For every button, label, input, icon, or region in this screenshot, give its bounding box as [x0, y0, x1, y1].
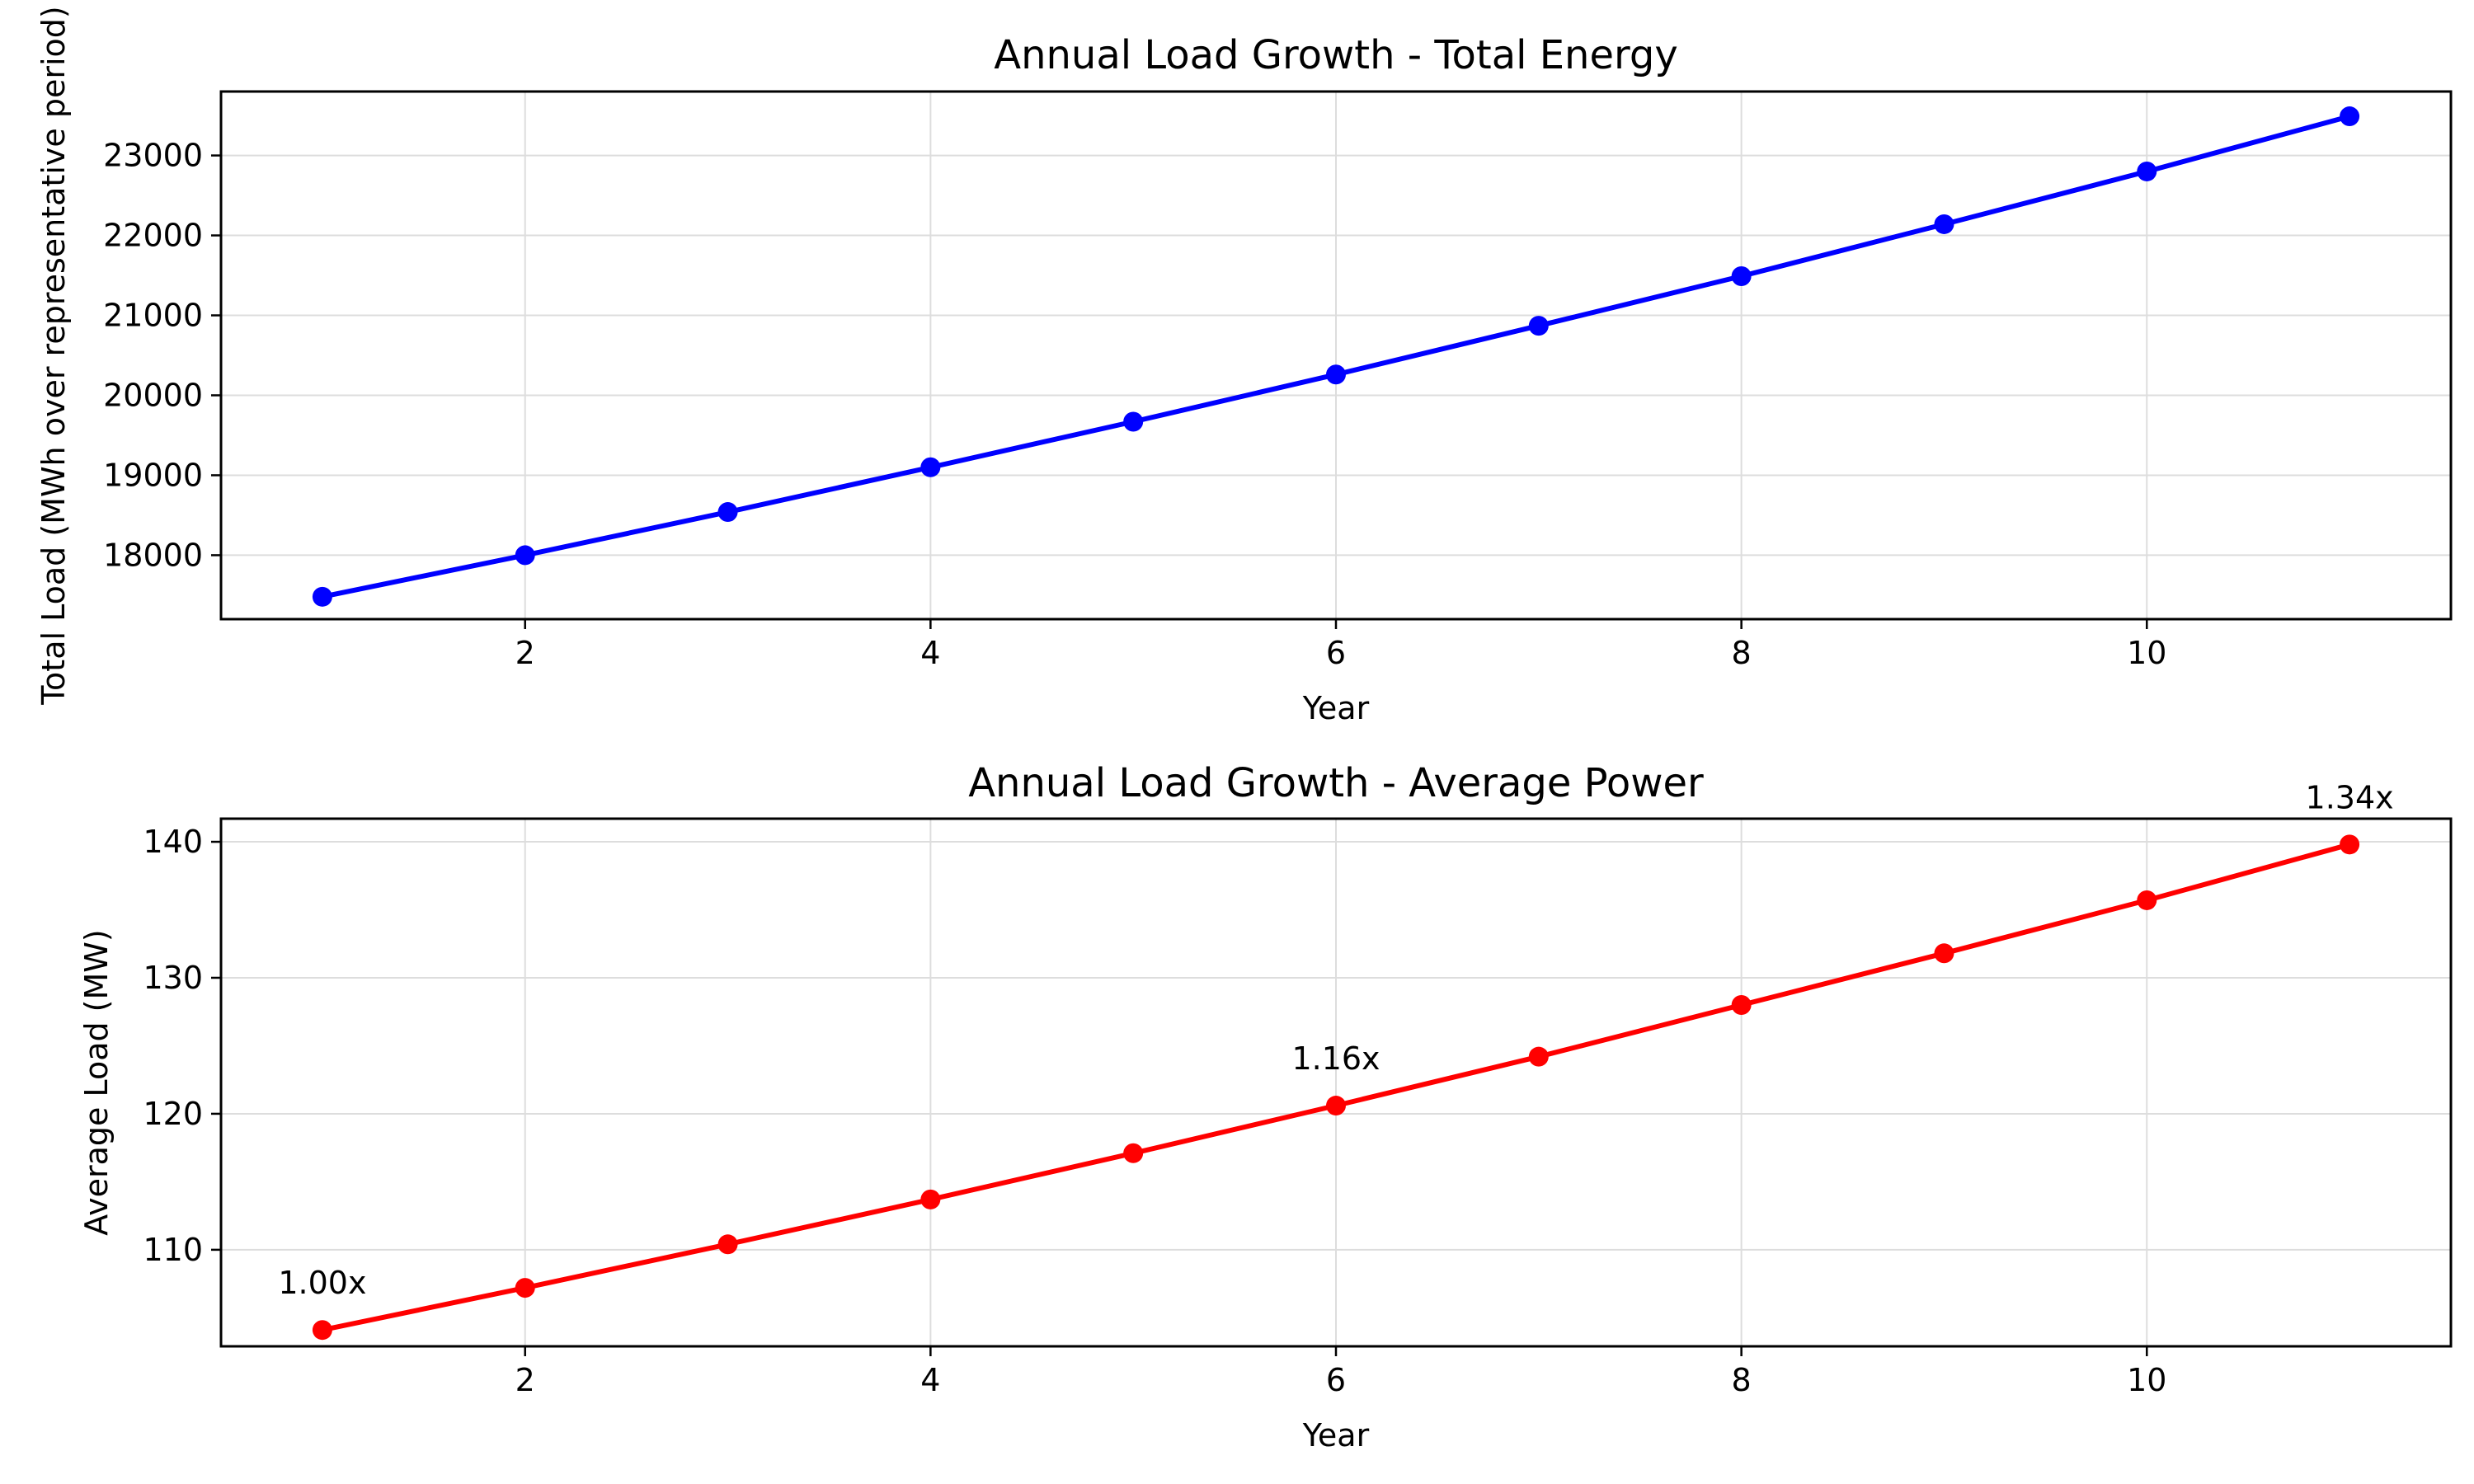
data-point — [1123, 411, 1144, 432]
y-axis-label: Total Load (MWh over representative peri… — [35, 6, 72, 705]
x-tick-label: 4 — [920, 635, 940, 671]
x-tick-label: 6 — [1326, 1362, 1346, 1398]
data-series — [312, 106, 2360, 607]
plot-frame — [219, 817, 2453, 1348]
y-tick-label: 120 — [143, 1096, 203, 1132]
x-tick-label: 2 — [515, 1362, 535, 1398]
x-tick-label: 8 — [1732, 635, 1752, 671]
axis-ticks: 2 4 6 8 10 18000 19000 20000 21000 22000 23000 — [103, 138, 2166, 671]
y-tick-label: 22000 — [103, 218, 203, 254]
data-point — [920, 1189, 941, 1209]
y-tick-label: 21000 — [103, 298, 203, 334]
y-tick-label: 19000 — [103, 457, 203, 493]
chart-title: Annual Load Growth - Average Power — [968, 760, 1704, 806]
x-axis-label: Year — [1302, 690, 1370, 726]
data-point — [2340, 834, 2360, 855]
annotation-label: 1.16x — [1291, 1040, 1380, 1077]
annotation-label: 1.34x — [2306, 779, 2394, 815]
data-point — [515, 545, 535, 566]
data-point — [1528, 1046, 1549, 1067]
data-point — [312, 1320, 332, 1341]
axis-ticks: 2 4 6 8 10 110 120 130 140 — [143, 824, 2166, 1398]
data-point — [1731, 266, 1752, 286]
data-point — [1934, 943, 1954, 964]
data-point — [515, 1278, 535, 1298]
annotations: 1.00x 1.16x 1.34x — [278, 779, 2393, 1301]
y-axis-label: Average Load (MW) — [78, 929, 115, 1235]
annotation-label: 1.00x — [278, 1265, 366, 1301]
average-power-chart: Annual Load Growth - Average Power Year … — [78, 760, 2453, 1453]
x-axis-label: Year — [1302, 1417, 1370, 1453]
data-point — [1123, 1143, 1144, 1163]
y-tick-label: 140 — [143, 824, 203, 860]
grid-lines — [221, 92, 2451, 619]
y-tick-label: 20000 — [103, 377, 203, 413]
data-point — [717, 1234, 738, 1255]
data-series — [312, 834, 2360, 1341]
x-tick-label: 6 — [1326, 635, 1346, 671]
data-point — [1326, 364, 1346, 385]
y-tick-label: 110 — [143, 1232, 203, 1268]
data-point — [2340, 106, 2360, 127]
y-tick-label: 130 — [143, 960, 203, 996]
total-energy-chart: Annual Load Growth - Total Energy Year T… — [35, 6, 2453, 726]
data-point — [717, 502, 738, 523]
x-tick-label: 10 — [2127, 635, 2166, 671]
x-tick-label: 10 — [2127, 1362, 2166, 1398]
chart-title: Annual Load Growth - Total Energy — [994, 32, 1678, 78]
data-point — [1326, 1096, 1346, 1116]
data-point — [920, 457, 941, 477]
data-point — [1528, 316, 1549, 336]
x-tick-label: 2 — [515, 635, 535, 671]
y-tick-label: 23000 — [103, 138, 203, 174]
x-tick-label: 4 — [920, 1362, 940, 1398]
plot-frame — [219, 90, 2453, 621]
data-point — [2137, 890, 2157, 910]
data-point — [2137, 161, 2157, 181]
y-tick-label: 18000 — [103, 537, 203, 573]
data-point — [312, 586, 332, 607]
x-tick-label: 8 — [1732, 1362, 1752, 1398]
data-point — [1934, 214, 1954, 234]
data-point — [1731, 994, 1752, 1015]
